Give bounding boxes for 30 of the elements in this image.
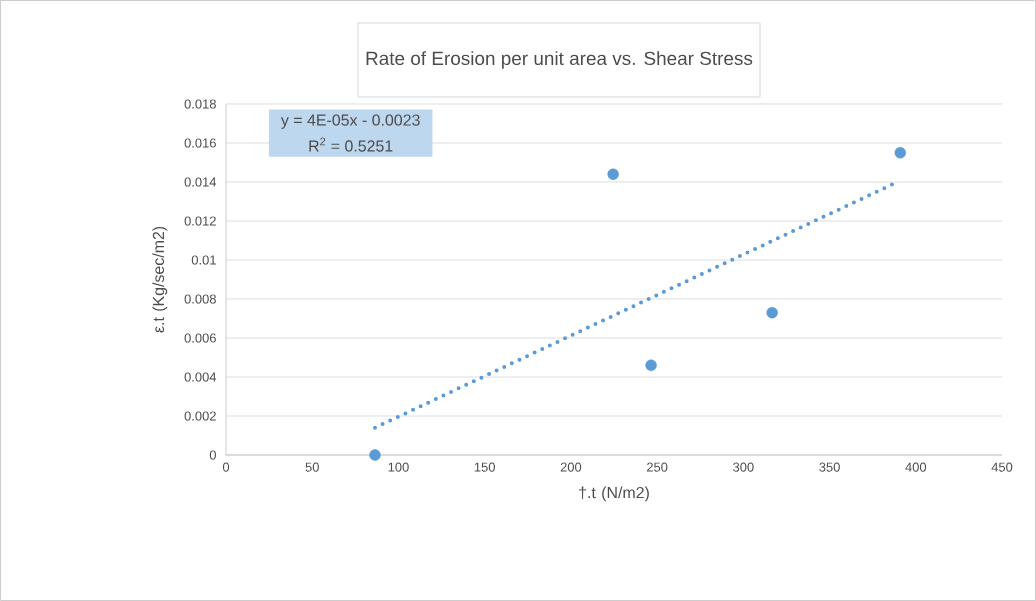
annotation: R$^{2}$ = 0.5251 — [309, 137, 393, 152]
x-tick-label: 350 — [819, 462, 840, 472]
x-tick-label: 100 — [388, 462, 409, 472]
x-tick-label: 250 — [646, 462, 668, 472]
chart-title: Rate of Erosion per unit area vs. Shear Stress — [366, 51, 753, 69]
y-axis-title: ε.t (Kg/sec/m2) — [152, 226, 168, 333]
point — [369, 449, 381, 461]
y-tick-label: 0.018 — [184, 99, 216, 109]
y-tick-label: 0.014 — [184, 177, 217, 187]
annotation: y = 4E-05x - 0.0023 — [280, 114, 420, 129]
y-tick-label: 0.002 — [184, 411, 216, 421]
y-tick-label: 0.006 — [184, 333, 216, 343]
point — [645, 359, 657, 371]
point — [607, 168, 619, 180]
y-tick-label: 0.008 — [184, 294, 216, 304]
y-tick-label: 0.012 — [184, 216, 216, 226]
y-tick-label: 0 — [209, 450, 216, 460]
x-tick-label: 200 — [560, 462, 582, 472]
point — [766, 306, 778, 319]
point — [894, 147, 906, 159]
x-tick-label: 450 — [991, 462, 1013, 472]
y-tick-label: 0.01 — [191, 255, 216, 265]
x-tick-label: 150 — [474, 462, 495, 472]
y-tick-label: 0.004 — [184, 372, 217, 382]
x-tick-label: 0 — [222, 462, 230, 472]
y-tick-label: 0.016 — [184, 138, 216, 148]
x-tick-label: 300 — [733, 462, 754, 472]
x-tick-label: 50 — [305, 462, 319, 472]
x-axis-title: †.t (N/m2) — [579, 486, 649, 502]
x-tick-label: 400 — [905, 462, 927, 472]
